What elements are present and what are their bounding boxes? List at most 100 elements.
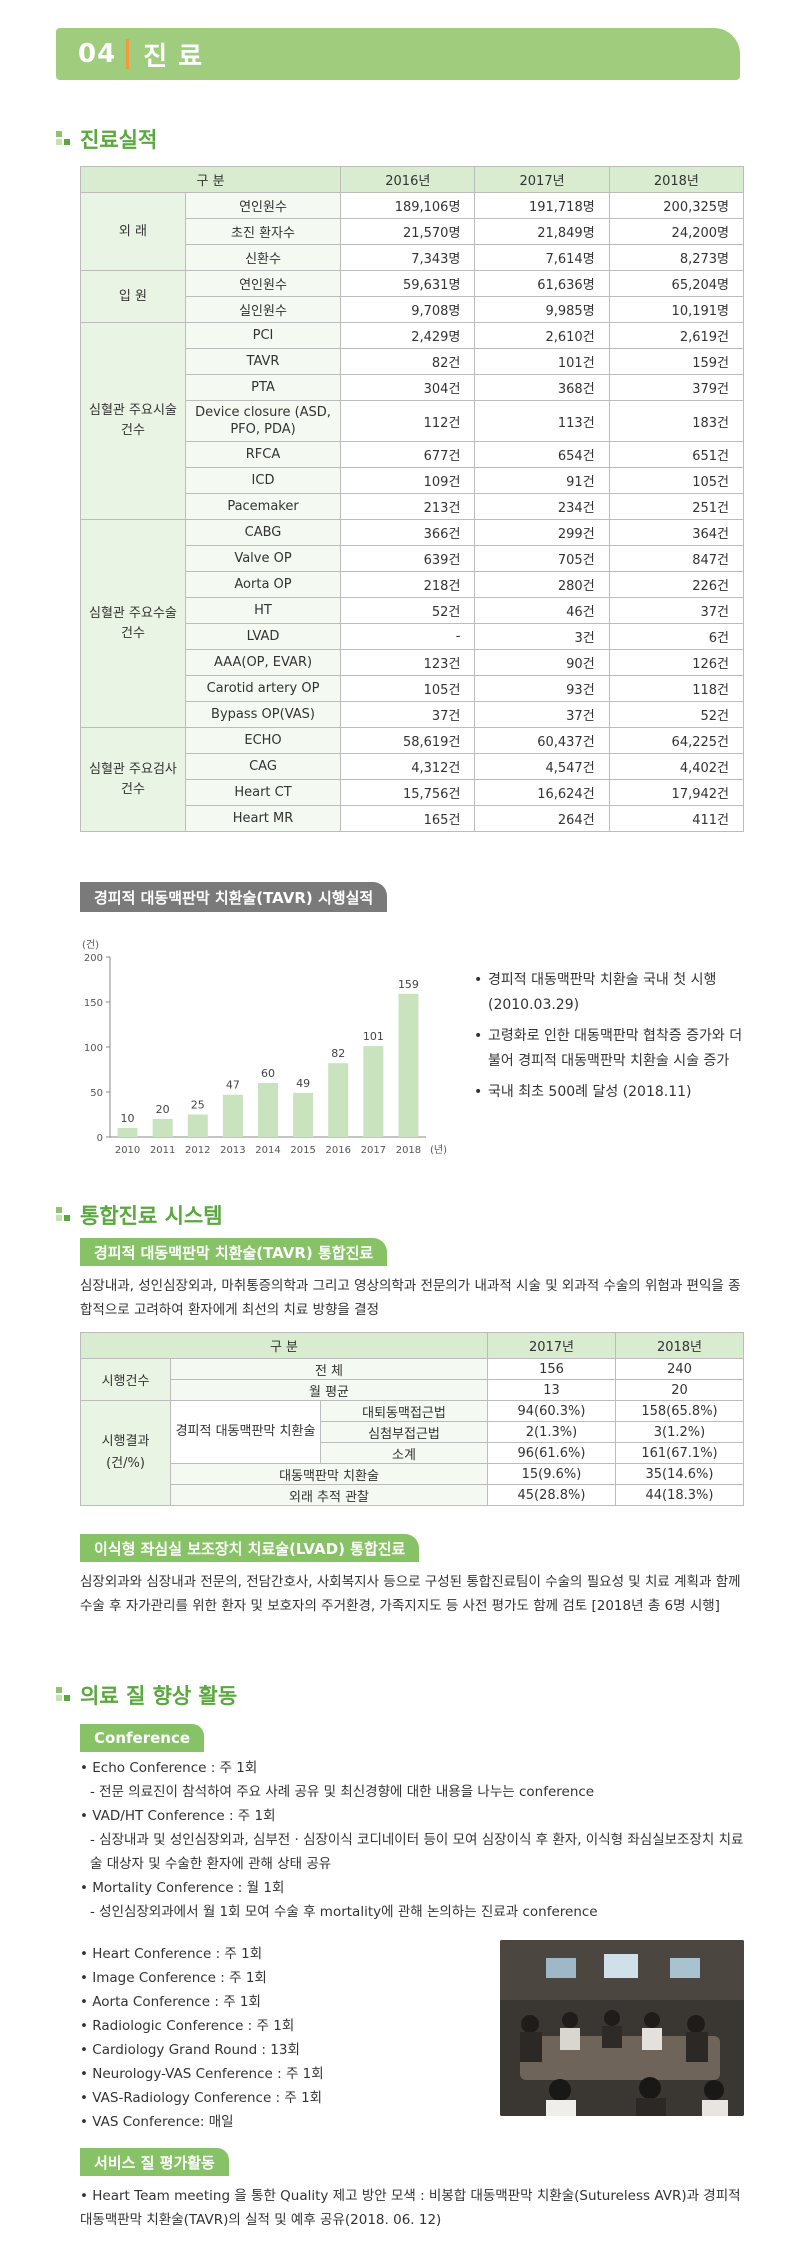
bar [117, 1128, 138, 1137]
row-label: PCI [184, 322, 342, 349]
cell-value: 13 [487, 1379, 616, 1401]
cell-value: 4,547건 [474, 753, 610, 780]
row-label: RFCA [184, 441, 342, 468]
y-unit-label: (건) [82, 939, 99, 951]
y-tick-label: 50 [90, 1088, 103, 1099]
y-tick-label: 0 [97, 1133, 103, 1144]
cell-value: 6건 [608, 623, 745, 650]
table-row: Heart CT 15,756건 16,624건 17,942건 [81, 779, 745, 806]
bar [187, 1114, 208, 1137]
header-year: 2017년 [487, 1332, 616, 1359]
data-label: 47 [226, 1079, 240, 1092]
x-tick-label: 2011 [150, 1145, 175, 1156]
cell-value: 366건 [340, 519, 476, 546]
cell-value: 9,708명 [340, 296, 476, 323]
section-title: 진료실적 [80, 128, 158, 152]
table-row: 입 원 연인원수 59,631명 61,636명 65,204명 [80, 270, 745, 323]
table-row: 초진 환자수 21,570명 21,849명 24,200명 [81, 218, 745, 245]
cell-value: 24,200명 [608, 218, 745, 245]
cell-value: 45(28.8%) [487, 1484, 616, 1506]
cell-value: 368건 [474, 374, 610, 401]
list-item: Mortality Conference : 월 1회 [80, 1876, 744, 1900]
conference-list-top: Echo Conference : 주 1회 - 전문 의료진이 참석하여 주요… [80, 1756, 744, 1924]
table-row: 심혈관 주요검사 건수 ECHO 58,619건 60,437건 64,225건 [80, 727, 745, 832]
cell-value: 15(9.6%) [487, 1463, 616, 1485]
cell-value: 96(61.6%) [487, 1442, 616, 1464]
cell-value: 2,429명 [340, 322, 476, 349]
row-label: 실인원수 [184, 296, 342, 323]
list-item: 고령화로 인한 대동맥판막 협착증 증가와 더불어 경피적 대동맥판막 치환술 … [474, 1024, 754, 1074]
conference-list-bottom: Heart Conference : 주 1회 Image Conference… [80, 1942, 520, 2134]
cell-value: 109건 [340, 467, 476, 494]
cell-value: 112건 [340, 400, 476, 442]
bar [328, 1063, 349, 1137]
service-ribbon: 서비스 질 평가활동 [80, 2148, 229, 2176]
cell-value: 93건 [474, 675, 610, 702]
cell-value: 21,570명 [340, 218, 476, 245]
header-year: 2017년 [474, 166, 610, 193]
table-row: 실인원수 9,708명 9,985명 10,191명 [81, 296, 745, 323]
data-label: 25 [191, 1099, 205, 1112]
cell-value: 60,437건 [474, 727, 610, 754]
tavr-bar-chart: (건) 0 50 100 150 200 10 2010 20 2011 25 2012 47 2013 6… [82, 939, 447, 1156]
cell-value: 299건 [474, 519, 610, 546]
cell-value: 165건 [340, 805, 476, 832]
table-row: HT 52건 46건 37건 [81, 597, 745, 624]
cell-value: 251건 [608, 493, 745, 520]
table-row: CAG 4,312건 4,547건 4,402건 [81, 753, 745, 780]
tavr-bullet-list: 경피적 대동맥판막 치환술 국내 첫 시행 (2010.03.29) 고령화로 … [474, 968, 754, 1105]
cell-value: 191,718명 [474, 192, 610, 219]
header-year: 2016년 [340, 166, 476, 193]
bar [222, 1094, 243, 1137]
y-tick-label: 100 [84, 1043, 103, 1054]
table-row: Pacemaker 213건 234건 251건 [81, 493, 745, 520]
table-row: Valve OP 639건 705건 847건 [81, 545, 745, 572]
row-label: Carotid artery OP [184, 675, 342, 702]
data-label: 101 [363, 1030, 384, 1043]
conference-room-photo [500, 1940, 744, 2116]
row-label: Heart CT [184, 779, 342, 806]
chapter-title: 진 료 [143, 41, 204, 72]
cell-value: 91건 [474, 467, 610, 494]
row-label: Device closure (ASD, PFO, PDA) [184, 400, 342, 442]
cell-value: 4,402건 [608, 753, 745, 780]
row-label: 연인원수 [184, 270, 342, 297]
x-tick-label: 2014 [255, 1145, 280, 1156]
x-tick-label: 2018 [396, 1145, 421, 1156]
table-row: AAA(OP, EVAR) 123건 90건 126건 [81, 649, 745, 676]
cell-value: - [340, 623, 476, 650]
row-group-label: 외 래 [80, 192, 186, 271]
cell-value: 64,225건 [608, 727, 745, 754]
lvad-text: 심장외과와 심장내과 전문의, 전담간호사, 사회복지사 등으로 구성된 통합진… [80, 1574, 741, 1614]
cell-value: 105건 [340, 675, 476, 702]
table-row: 월 평균 13 20 [81, 1379, 744, 1401]
row-label: 신환수 [184, 244, 342, 271]
table-row: 신환수 7,343명 7,614명 8,273명 [81, 244, 745, 271]
service-text: • Heart Team meeting 을 통한 Quality 제고 방안 … [80, 2188, 741, 2228]
table-row: 시행결과 (건/%) 경피적 대동맥판막 치환술 대퇴동맥접근법 94(60.3… [80, 1400, 744, 1506]
conference-scene-image [500, 1940, 744, 2116]
cell-value: 159건 [608, 348, 745, 375]
row-group-label: 시행결과 (건/%) [80, 1400, 171, 1506]
row-label: Bypass OP(VAS) [184, 701, 342, 728]
cell-value: 2(1.3%) [487, 1421, 616, 1443]
cell-value: 234건 [474, 493, 610, 520]
x-tick-label: 2010 [115, 1145, 140, 1156]
x-tick-label: 2013 [220, 1145, 245, 1156]
cell-value: 82건 [340, 348, 476, 375]
cell-value: 639건 [340, 545, 476, 572]
list-item: 경피적 대동맥판막 치환술 국내 첫 시행 (2010.03.29) [474, 968, 754, 1018]
section-bullet-icon [56, 1207, 72, 1223]
row-label: 전 체 [170, 1358, 488, 1380]
data-label: 49 [296, 1077, 310, 1090]
bar [293, 1092, 314, 1137]
bar [363, 1046, 384, 1137]
cell-value: 52건 [608, 701, 745, 728]
list-item: Heart Conference : 주 1회 [80, 1942, 520, 1966]
row-label: 외래 추적 관찰 [170, 1484, 488, 1506]
tavr-chart-ribbon: 경피적 대동맥판막 치환술(TAVR) 시행실적 [80, 882, 388, 912]
tavr-result-table: 구 분 2017년 2018년 시행건수 전 체 156 240 월 평균 13… [80, 1332, 744, 1506]
cell-value: 9,985명 [474, 296, 610, 323]
table-row: Carotid artery OP 105건 93건 118건 [81, 675, 745, 702]
table-row: 외 래 연인원수 189,106명 191,718명 200,325명 [80, 192, 745, 271]
